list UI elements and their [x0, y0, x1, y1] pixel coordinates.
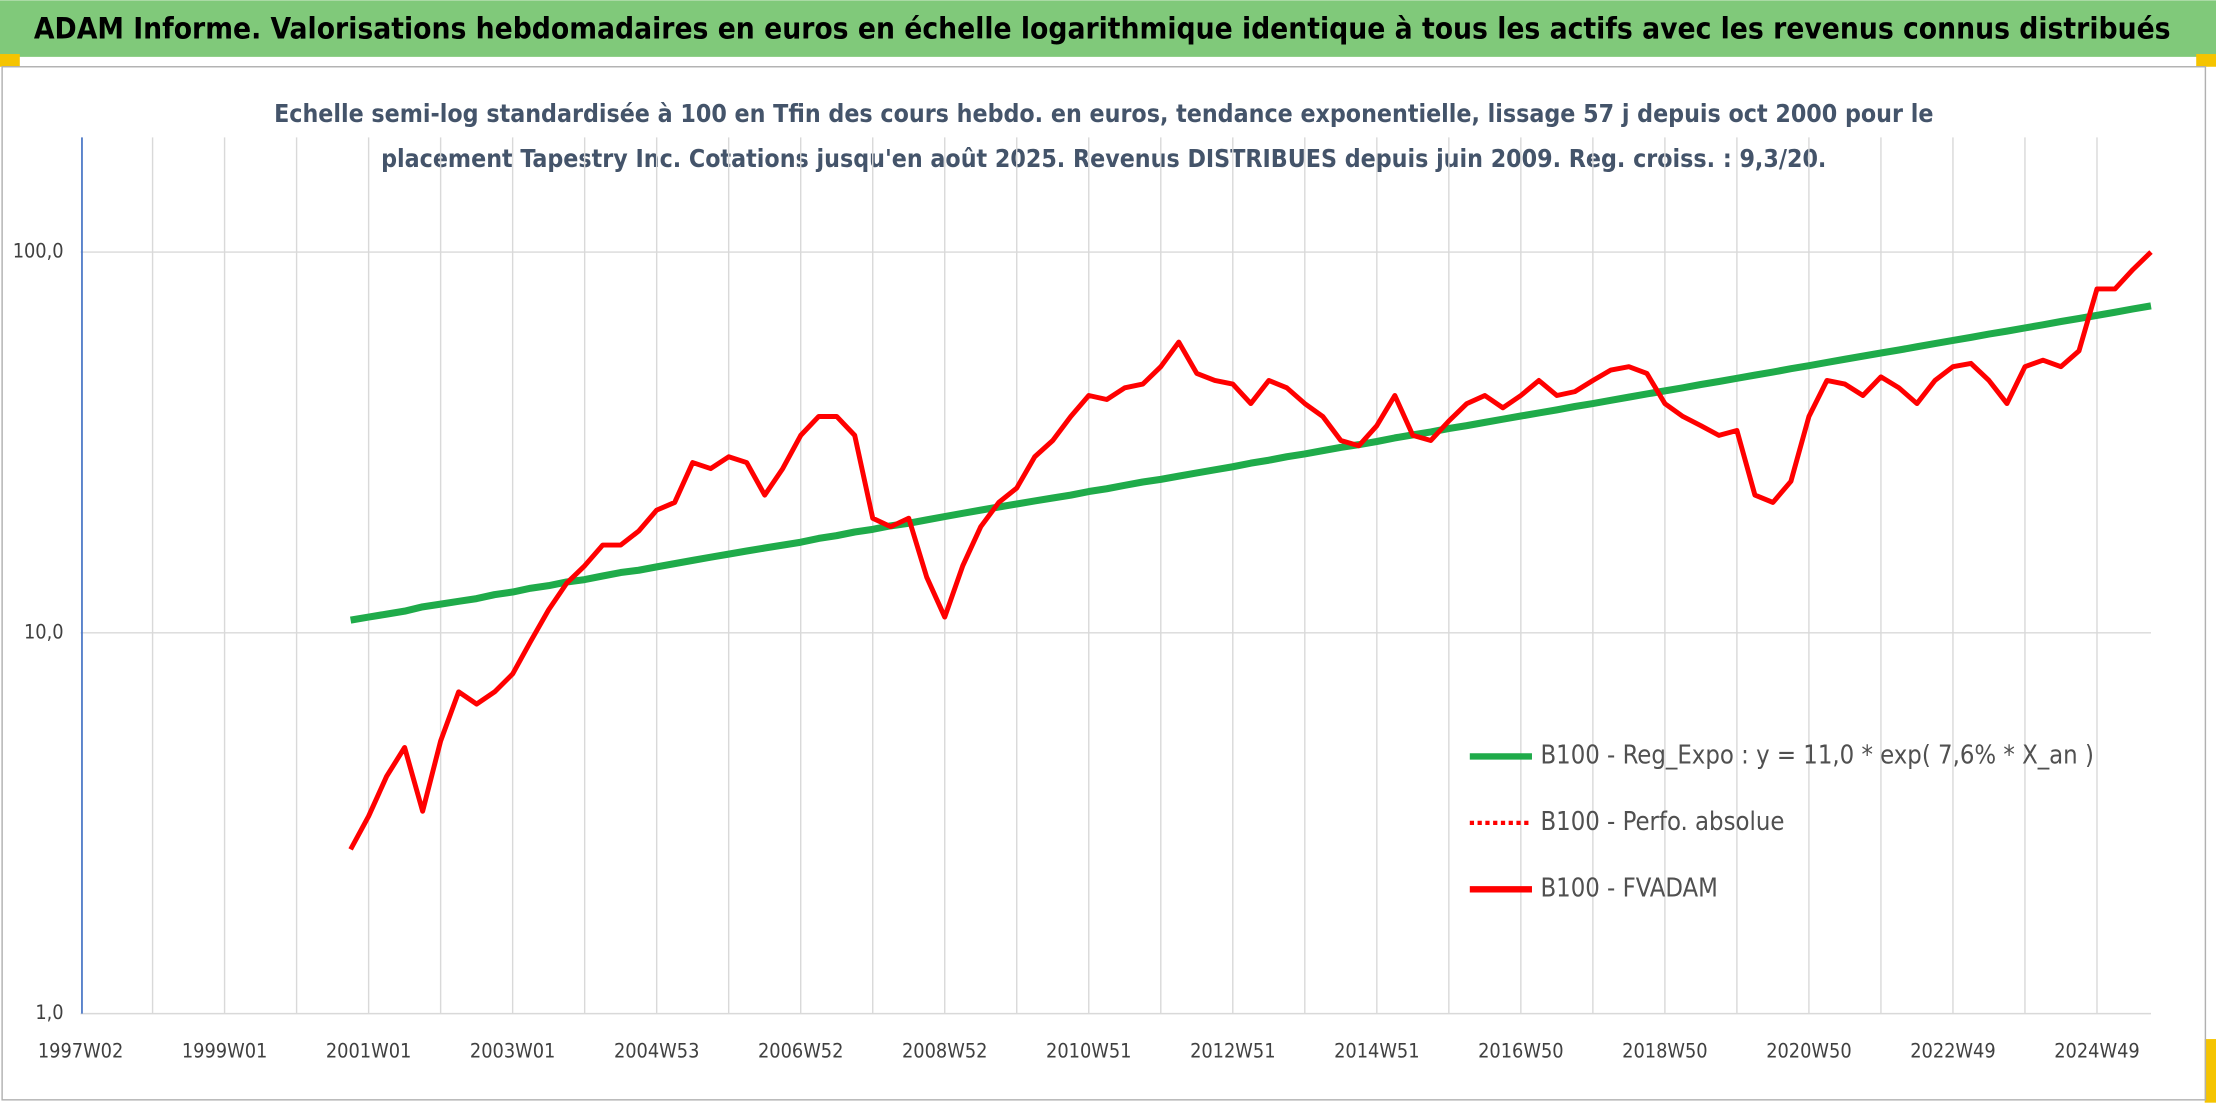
x-tick-label: 2006W52 [758, 1039, 843, 1062]
x-tick-label: 2010W51 [1046, 1039, 1131, 1062]
x-tick-label: 2008W52 [902, 1039, 987, 1062]
x-tick-label: 2022W49 [1910, 1039, 1995, 1062]
legend-label: B100 - Reg_Expo : y = 11,0 * exp( 7,6% *… [1540, 739, 2093, 769]
y-tick-label: 1,0 [35, 1001, 63, 1024]
legend-label: B100 - Perfo. absolue [1540, 806, 1784, 836]
x-tick-label: 2024W49 [2054, 1039, 2139, 1062]
x-tick-label: 2012W51 [1190, 1039, 1275, 1062]
chart-subtitle: Echelle semi-log standardisée à 100 en T… [274, 99, 1933, 128]
y-tick-label: 10,0 [24, 620, 64, 643]
corner [0, 54, 20, 67]
grid: 1,0 10,0 100,0 1997W02 1999W01 2001W01 2003W01… [13, 137, 2151, 1062]
chart-title: ADAM Informe. Valorisations hebdomadaire… [34, 11, 2171, 46]
legend-label: B100 - FVADAM [1540, 872, 1717, 902]
x-tick-label: 1999W01 [182, 1039, 267, 1062]
chart-subtitle: placement Tapestry Inc. Cotations jusqu'… [381, 144, 1826, 173]
corner [2196, 54, 2216, 67]
chart-frame [1, 66, 2207, 1101]
series-line [350, 302, 2152, 624]
header-bar [0, 0, 2216, 57]
x-tick-label: 2004W53 [614, 1039, 699, 1062]
x-tick-label: 2001W01 [326, 1039, 411, 1062]
legend: B100 - Reg_Expo : y = 11,0 * exp( 7,6% *… [1469, 739, 2094, 902]
corner [2204, 1039, 2216, 1103]
y-tick-label: 100,0 [13, 240, 64, 263]
x-tick-label: 2016W50 [1478, 1039, 1563, 1062]
plot-area [348, 250, 2153, 851]
x-tick-label: 2003W01 [470, 1039, 555, 1062]
series-line [348, 250, 2153, 851]
x-tick-label: 1997W02 [38, 1039, 123, 1062]
x-tick-label: 2020W50 [1766, 1039, 1851, 1062]
x-tick-label: 2018W50 [1622, 1039, 1707, 1062]
x-tick-label: 2014W51 [1334, 1039, 1419, 1062]
